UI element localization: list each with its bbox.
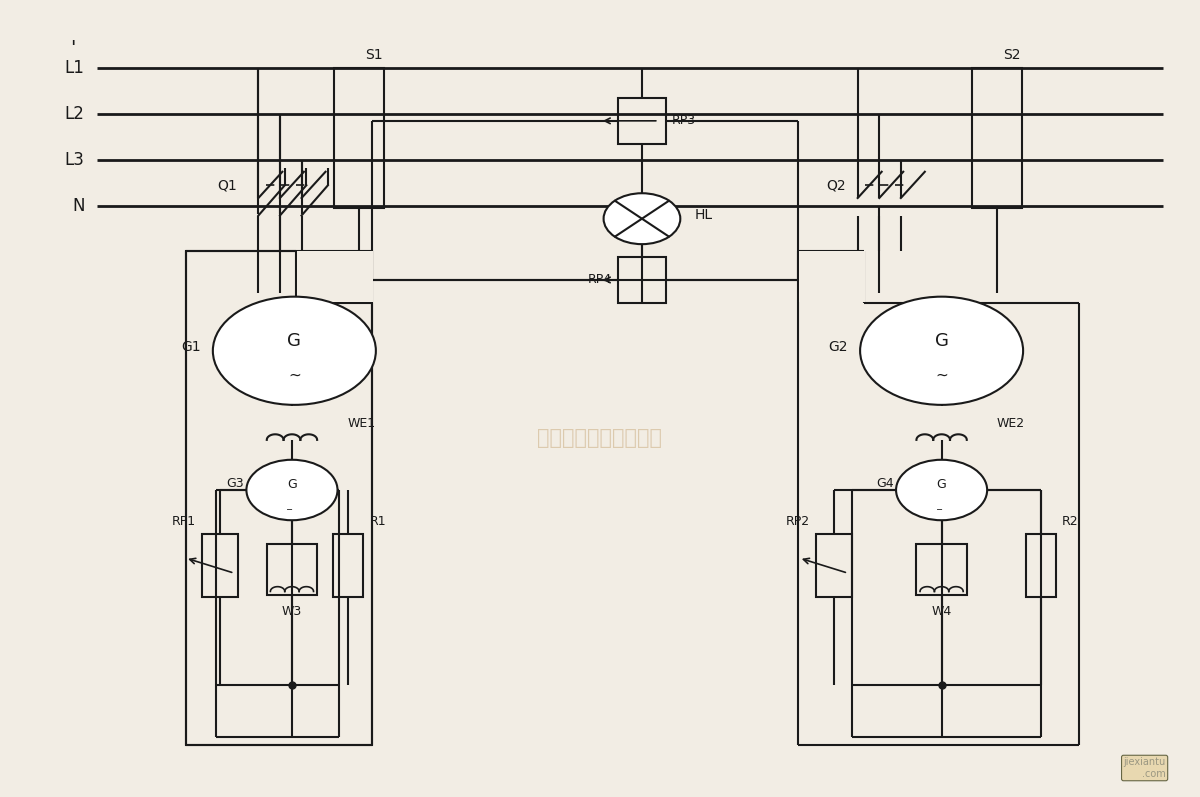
- Text: W4: W4: [931, 605, 952, 618]
- Circle shape: [212, 296, 376, 405]
- Circle shape: [246, 460, 337, 520]
- Bar: [1026, 534, 1056, 598]
- Text: HL: HL: [695, 208, 713, 222]
- Bar: [618, 257, 666, 303]
- Bar: [799, 251, 865, 302]
- Bar: [917, 544, 967, 595]
- Text: RP3: RP3: [672, 114, 696, 128]
- Bar: [266, 544, 317, 595]
- Bar: [334, 69, 384, 207]
- Text: L2: L2: [65, 104, 84, 123]
- Text: jiexiantu
.com: jiexiantu .com: [1123, 757, 1165, 779]
- Text: R2: R2: [1062, 516, 1079, 528]
- Text: G1: G1: [181, 340, 200, 354]
- Bar: [186, 251, 372, 744]
- Text: ~: ~: [288, 367, 301, 383]
- Text: Q2: Q2: [826, 179, 846, 192]
- Text: 杭州将睷科技有限公司: 杭州将睷科技有限公司: [538, 428, 662, 448]
- Text: G: G: [935, 332, 948, 350]
- Bar: [334, 534, 364, 598]
- Bar: [202, 534, 238, 598]
- Circle shape: [860, 296, 1024, 405]
- Text: G3: G3: [227, 477, 244, 490]
- Text: RP1: RP1: [172, 516, 196, 528]
- Bar: [972, 69, 1022, 207]
- Text: S2: S2: [1003, 48, 1020, 62]
- Text: RP2: RP2: [786, 516, 810, 528]
- Text: G: G: [937, 478, 947, 491]
- Text: G: G: [287, 478, 296, 491]
- Bar: [618, 98, 666, 144]
- Text: G: G: [288, 332, 301, 350]
- Text: Q1: Q1: [217, 179, 236, 192]
- Text: WE2: WE2: [997, 417, 1025, 430]
- Text: L3: L3: [65, 151, 84, 169]
- Text: S1: S1: [365, 48, 383, 62]
- Text: RP4: RP4: [588, 273, 612, 286]
- Bar: [296, 250, 373, 302]
- Text: WE1: WE1: [347, 417, 376, 430]
- Text: W3: W3: [282, 605, 302, 618]
- Text: G4: G4: [876, 477, 894, 490]
- Circle shape: [604, 193, 680, 244]
- Text: N: N: [72, 197, 84, 215]
- Text: ~: ~: [935, 367, 948, 383]
- Text: R1: R1: [370, 516, 386, 528]
- Text: G2: G2: [829, 340, 848, 354]
- Bar: [816, 534, 852, 598]
- Text: L1: L1: [65, 59, 84, 77]
- Circle shape: [896, 460, 988, 520]
- Text: ': ': [70, 39, 76, 58]
